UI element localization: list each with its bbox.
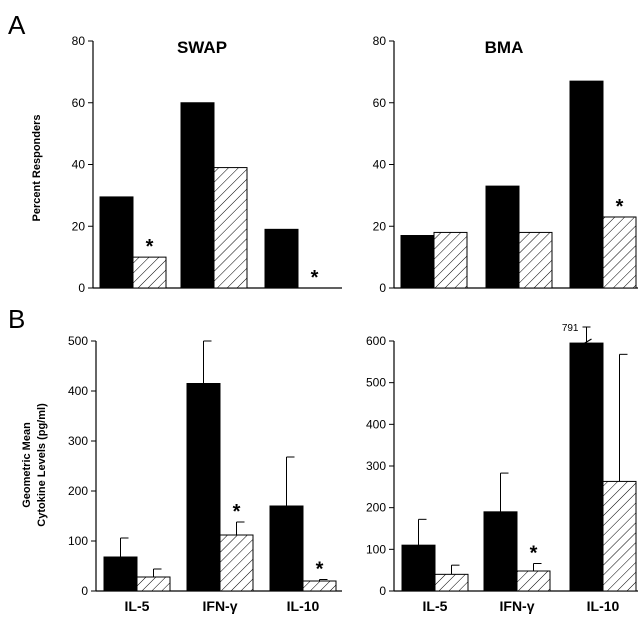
- bar-hatched: [602, 216, 637, 289]
- bar-solid: [99, 196, 134, 289]
- y-tick-label: 20: [373, 219, 387, 233]
- y-tick-label: 80: [373, 34, 387, 48]
- significance-star: *: [233, 501, 241, 523]
- bar-solid: [401, 544, 436, 592]
- significance-star: *: [530, 543, 538, 565]
- axis-break-value-label: 791: [562, 323, 579, 334]
- y-tick-label: 600: [366, 334, 386, 348]
- significance-star: *: [311, 267, 319, 289]
- y-tick-label: 500: [366, 376, 386, 390]
- bar-solid: [103, 556, 138, 592]
- x-category-label: IFN-γ: [500, 598, 535, 614]
- x-category-label: IL-10: [587, 598, 620, 614]
- y-tick-label: 100: [68, 534, 88, 548]
- y-tick-label: 0: [379, 584, 386, 598]
- x-category-label: IFN-γ: [203, 598, 238, 614]
- x-category-label: IL-5: [423, 598, 448, 614]
- bar-hatched: [132, 256, 167, 289]
- bar-solid: [269, 505, 304, 592]
- bar-solid: [483, 511, 518, 592]
- y-tick-label: 200: [68, 484, 88, 498]
- bar-hatched: [433, 231, 468, 289]
- bar-solid: [400, 235, 435, 289]
- chart-swap-percent-responders: 0 20 40 60 80 * *: [72, 34, 342, 295]
- bar-solid: [485, 185, 520, 289]
- bar-solid: [264, 228, 299, 289]
- chart-title-swap: SWAP: [177, 38, 227, 57]
- chart-title-bma: BMA: [485, 38, 524, 57]
- y-tick-label: 100: [366, 542, 386, 556]
- y-tick-label: 400: [366, 417, 386, 431]
- bar-solid: [569, 80, 604, 289]
- chart-swap-cytokine-levels: 0 100 200 300 400 500 IL-5 * IFN-γ * IL-10: [68, 334, 342, 614]
- bar-solid: [186, 383, 221, 592]
- y-axis-label-panel-a: Percent Responders: [31, 115, 43, 222]
- y-tick-label: 500: [68, 334, 88, 348]
- panel-label-b: B: [8, 304, 25, 334]
- x-category-label: IL-5: [125, 598, 150, 614]
- y-axis-label-panel-b-line2: Cytokine Levels (pg/ml): [36, 403, 48, 527]
- bar-hatched: [213, 167, 248, 289]
- bar-solid: [180, 102, 215, 289]
- chart-bma-cytokine-levels: 0 100 200 300 400 500 600 IL-5 * IFN-γ 791 IL-10: [366, 323, 638, 614]
- y-tick-label: 300: [366, 459, 386, 473]
- bar-solid: [569, 342, 604, 592]
- y-tick-label: 60: [373, 96, 387, 110]
- y-axis-label-panel-b-line1: Geometric Mean: [21, 422, 33, 508]
- bar-hatched: [434, 573, 469, 592]
- y-tick-label: 400: [68, 384, 88, 398]
- bar-hatched: [136, 576, 171, 592]
- y-tick-label: 40: [373, 158, 387, 172]
- bar-hatched: [219, 534, 254, 592]
- y-tick-label: 80: [72, 34, 86, 48]
- y-tick-label: 60: [72, 96, 86, 110]
- bar-hatched: [302, 580, 337, 592]
- y-tick-label: 20: [72, 219, 86, 233]
- y-tick-label: 0: [81, 584, 88, 598]
- chart-bma-percent-responders: 0 20 40 60 80 *: [373, 34, 638, 295]
- y-tick-label: 40: [72, 158, 86, 172]
- x-category-label: IL-10: [287, 598, 320, 614]
- y-tick-label: 300: [68, 434, 88, 448]
- bar-hatched: [602, 480, 637, 592]
- y-tick-label: 200: [366, 501, 386, 515]
- significance-star: *: [316, 559, 324, 581]
- y-tick-label: 0: [78, 281, 85, 295]
- significance-star: *: [146, 236, 154, 258]
- bar-hatched: [518, 231, 553, 289]
- bar-hatched: [516, 570, 551, 592]
- panel-label-a: A: [8, 10, 26, 40]
- y-tick-label: 0: [379, 281, 386, 295]
- significance-star: *: [616, 196, 624, 218]
